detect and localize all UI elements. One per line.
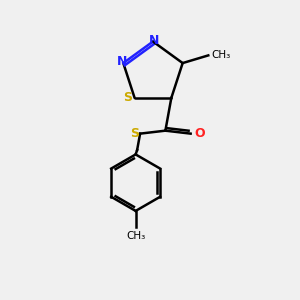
Text: S: S (130, 127, 139, 140)
Text: N: N (149, 34, 160, 46)
Text: CH₃: CH₃ (126, 231, 145, 241)
Text: O: O (195, 127, 206, 140)
Text: CH₃: CH₃ (212, 50, 231, 60)
Text: N: N (117, 55, 127, 68)
Text: S: S (124, 92, 133, 104)
